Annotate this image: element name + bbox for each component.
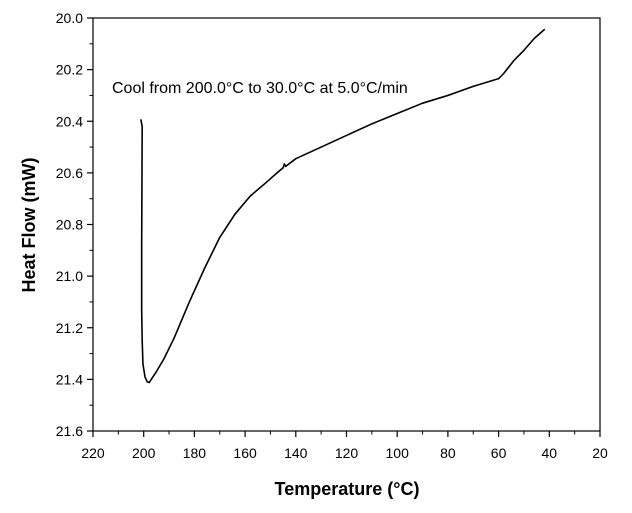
x-tick-label: 180 [183, 445, 207, 461]
x-tick-label: 60 [491, 445, 507, 461]
y-axis: 20.0 20.2 20.4 20.6 20.8 21.0 21.2 21.4 21.6 [56, 10, 93, 439]
y-tick-label: 20.8 [56, 217, 83, 233]
x-tick-label: 160 [233, 445, 257, 461]
x-tick-label: 120 [335, 445, 359, 461]
y-axis-title: Heat Flow (mW) [19, 158, 39, 293]
y-tick-label: 21.2 [56, 320, 83, 336]
x-tick-label: 140 [284, 445, 308, 461]
x-tick-label: 80 [440, 445, 456, 461]
x-axis: 220 200 180 160 140 120 100 80 60 40 20 [81, 431, 608, 461]
heat-flow-line [140, 28, 546, 384]
chart-annotation: Cool from 200.0°C to 30.0°C at 5.0°C/min [112, 80, 408, 97]
y-tick-label: 20.6 [56, 165, 83, 181]
x-axis-title: Temperature (°C) [275, 479, 420, 499]
y-tick-label: 21.0 [56, 268, 83, 284]
y-tick-label: 21.6 [56, 423, 83, 439]
x-tick-label: 20 [592, 445, 608, 461]
y-tick-label: 20.0 [56, 10, 83, 26]
y-tick-label: 20.2 [56, 62, 83, 78]
x-tick-label: 200 [132, 445, 156, 461]
x-tick-label: 40 [542, 445, 558, 461]
x-tick-label: 220 [81, 445, 105, 461]
y-tick-label: 21.4 [56, 371, 83, 387]
y-tick-label: 20.4 [56, 113, 83, 129]
x-tick-label: 100 [386, 445, 410, 461]
